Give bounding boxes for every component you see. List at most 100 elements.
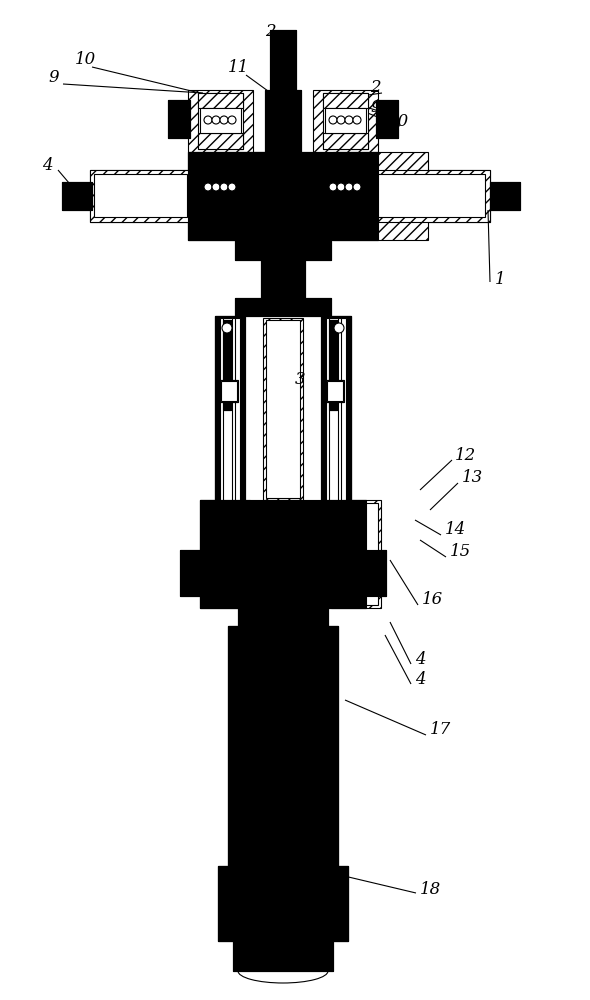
Bar: [329, 320, 337, 410]
Bar: [241, 505, 325, 545]
Bar: [233, 941, 333, 971]
Bar: [334, 503, 378, 605]
Bar: [323, 157, 368, 172]
Bar: [220, 318, 223, 500]
Bar: [180, 550, 202, 596]
Bar: [245, 316, 321, 502]
Bar: [200, 500, 366, 608]
Bar: [331, 500, 381, 608]
Bar: [326, 318, 346, 500]
Bar: [203, 503, 247, 605]
Bar: [259, 519, 307, 565]
Bar: [333, 152, 428, 240]
Circle shape: [222, 513, 232, 523]
Bar: [218, 866, 348, 941]
Bar: [228, 626, 338, 866]
Circle shape: [220, 116, 228, 124]
Bar: [188, 90, 253, 152]
Text: 11: 11: [228, 60, 249, 77]
Bar: [218, 866, 348, 941]
Bar: [223, 320, 231, 410]
Circle shape: [353, 116, 361, 124]
Text: 2: 2: [265, 23, 276, 40]
Bar: [200, 500, 250, 608]
Text: 10: 10: [388, 113, 409, 130]
Bar: [368, 170, 490, 222]
Bar: [198, 157, 243, 172]
Bar: [330, 538, 346, 578]
Text: 16: 16: [422, 591, 443, 608]
Text: 10: 10: [75, 51, 96, 68]
Text: 3: 3: [295, 371, 306, 388]
Bar: [62, 182, 92, 210]
Text: 1: 1: [495, 271, 506, 288]
Bar: [198, 133, 243, 149]
Bar: [373, 174, 485, 217]
Circle shape: [228, 116, 236, 124]
Bar: [228, 155, 338, 237]
Bar: [200, 108, 241, 133]
Bar: [221, 381, 237, 401]
Bar: [256, 557, 274, 583]
Bar: [262, 261, 304, 297]
Bar: [188, 152, 378, 240]
Bar: [323, 133, 368, 149]
Text: 9: 9: [370, 100, 381, 116]
Bar: [338, 318, 341, 500]
Bar: [235, 240, 331, 260]
Text: 14: 14: [445, 522, 466, 538]
Circle shape: [222, 323, 232, 333]
Text: 18: 18: [420, 882, 441, 898]
Bar: [270, 30, 296, 90]
Bar: [313, 90, 378, 152]
Circle shape: [345, 183, 353, 191]
Bar: [63, 183, 73, 209]
Bar: [168, 100, 190, 138]
Bar: [292, 557, 310, 583]
Circle shape: [329, 116, 337, 124]
Bar: [235, 298, 331, 316]
Bar: [326, 380, 344, 402]
Bar: [490, 182, 520, 210]
Bar: [376, 100, 398, 138]
Text: 2: 2: [370, 80, 381, 97]
Bar: [232, 318, 235, 500]
Bar: [364, 550, 386, 596]
Circle shape: [345, 116, 353, 124]
Bar: [285, 91, 300, 151]
Circle shape: [353, 183, 361, 191]
Bar: [246, 552, 320, 602]
Bar: [220, 538, 236, 578]
Bar: [218, 866, 348, 941]
Bar: [263, 318, 303, 500]
Bar: [365, 551, 375, 595]
Bar: [284, 31, 295, 89]
Bar: [220, 318, 240, 500]
Bar: [326, 318, 329, 500]
Bar: [239, 609, 327, 625]
Bar: [241, 548, 325, 603]
Bar: [215, 316, 245, 502]
Bar: [188, 152, 283, 240]
Bar: [321, 316, 351, 502]
Bar: [376, 100, 398, 138]
Bar: [490, 182, 520, 210]
Circle shape: [212, 116, 220, 124]
Bar: [180, 550, 202, 596]
Text: 4: 4: [42, 156, 53, 174]
Bar: [331, 539, 345, 577]
Bar: [491, 183, 501, 209]
Bar: [271, 31, 282, 89]
Circle shape: [334, 323, 344, 333]
Bar: [265, 90, 301, 152]
Text: 13: 13: [462, 470, 483, 487]
Bar: [168, 100, 190, 138]
Bar: [94, 174, 187, 217]
Bar: [266, 320, 300, 498]
Text: 4: 4: [415, 672, 425, 688]
Bar: [62, 182, 92, 210]
Text: 9: 9: [48, 70, 58, 87]
Bar: [223, 320, 231, 410]
Text: 4: 4: [415, 652, 425, 668]
Bar: [266, 91, 281, 151]
